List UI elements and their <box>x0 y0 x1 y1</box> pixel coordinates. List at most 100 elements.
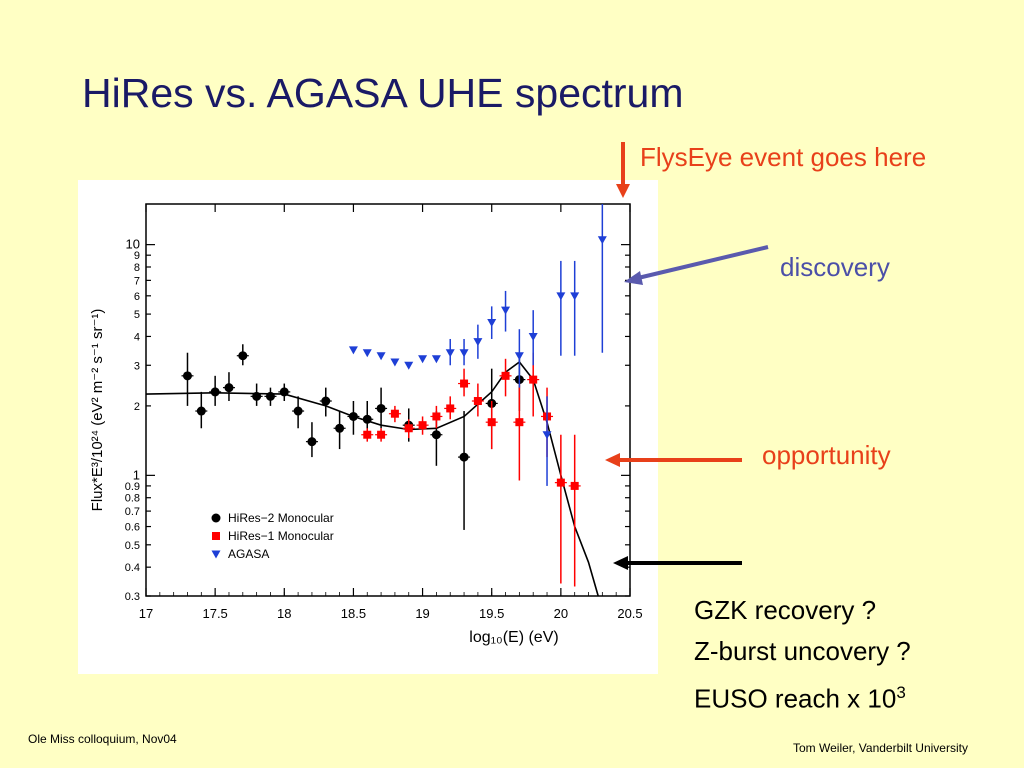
x-tick-label: 19 <box>415 606 429 621</box>
notes-block: GZK recovery ? Z-burst uncovery ? EUSO r… <box>694 590 911 720</box>
legend-label: HiRes−1 Monocular <box>228 529 334 543</box>
legend-label: AGASA <box>228 547 269 561</box>
y-tick-label: 7 <box>134 275 140 287</box>
opportunity-annotation: opportunity <box>762 440 891 470</box>
plot-frame <box>145 203 631 597</box>
slide-title: HiRes vs. AGASA UHE spectrum <box>82 70 684 116</box>
y-tick-label: 4 <box>134 331 140 343</box>
x-tick-label: 18.5 <box>341 606 366 621</box>
hires1-point <box>487 418 496 427</box>
y-axis-label: Flux*E³/10²⁴ (eV² m⁻² s⁻¹ sr⁻¹) <box>89 309 106 512</box>
x-tick-label: 20.5 <box>617 606 642 621</box>
x-tick-label: 20 <box>554 606 568 621</box>
x-tick-label: 17 <box>139 606 153 621</box>
opportunity-arrowhead <box>605 453 620 467</box>
legend-marker-hires2 <box>211 513 221 523</box>
note-euso-reach: EUSO reach x 103 <box>694 672 911 720</box>
hires2-point <box>348 411 358 421</box>
x-tick-label: 19.5 <box>479 606 504 621</box>
x-tick-label: 18 <box>277 606 291 621</box>
hires1-point <box>377 430 386 439</box>
discovery-arrowhead <box>624 271 643 285</box>
agasa-point <box>514 352 524 361</box>
hires2-point <box>335 423 345 433</box>
hires2-point <box>376 403 386 413</box>
footer-left: Ole Miss colloquium, Nov04 <box>28 732 177 746</box>
y-tick-label: 0.8 <box>125 493 140 505</box>
hires2-point <box>459 452 469 462</box>
agasa-point <box>431 355 441 364</box>
note-euso-text: EUSO reach x 10 <box>694 683 897 714</box>
hires2-point <box>224 383 234 393</box>
y-tick-label: 0.3 <box>125 591 140 603</box>
agasa-point <box>501 306 511 315</box>
hires1-point <box>418 421 427 430</box>
discovery-annotation: discovery <box>780 252 890 282</box>
y-tick-label: 0.6 <box>125 522 140 534</box>
hires1-point <box>363 430 372 439</box>
hires2-point <box>431 430 441 440</box>
y-tick-label: 9 <box>134 250 140 262</box>
hires1-point <box>515 418 524 427</box>
hires1-point <box>556 478 565 487</box>
hires1-point <box>432 412 441 421</box>
y-tick-label: 0.7 <box>125 506 140 518</box>
hires2-point <box>252 391 262 401</box>
x-axis-label: log₁₀(E) (eV) <box>469 629 558 646</box>
agasa-point <box>570 292 580 301</box>
chart-layer: 17 17.5 18 18.5 19 19.5 20 20.50.30.40.50.60.70… <box>89 203 643 646</box>
hires1-point <box>404 424 413 433</box>
hires1-point <box>473 397 482 406</box>
agasa-point <box>542 431 552 440</box>
hires1-point <box>570 481 579 490</box>
agasa-point <box>528 332 538 341</box>
agasa-point <box>348 346 358 355</box>
legend-marker-hires1 <box>212 532 220 540</box>
agasa-point <box>390 358 400 367</box>
note-z-burst: Z-burst uncovery ? <box>694 636 911 666</box>
y-tick-label: 1 <box>133 467 140 482</box>
y-tick-label: 6 <box>134 291 140 303</box>
spectrum-chart: 17 17.5 18 18.5 19 19.5 20 20.50.30.40.50.60.70… <box>89 203 643 646</box>
hires1-point <box>446 404 455 413</box>
agasa-point <box>487 318 497 327</box>
y-tick-label: 5 <box>134 309 140 321</box>
hires2-point <box>321 396 331 406</box>
discovery-arrow <box>637 245 769 280</box>
hires2-point <box>196 406 206 416</box>
hires2-point <box>210 387 220 397</box>
hires1-point <box>529 375 538 384</box>
y-tick-label: 0.4 <box>125 562 140 574</box>
y-tick-label: 0.9 <box>125 481 140 493</box>
flyseye-annotation: FlysEye event goes here <box>640 142 927 172</box>
agasa-point <box>418 355 428 364</box>
hires2-point <box>182 371 192 381</box>
hires2-point <box>293 406 303 416</box>
hires2-point <box>265 391 275 401</box>
spectrum-plot-panel: 17 17.5 18 18.5 19 19.5 20 20.5 0.3 0.4 0.5 0.6 0.7 0… <box>78 180 658 674</box>
agasa-point <box>473 338 483 347</box>
agasa-point <box>445 349 455 358</box>
hires1-point <box>460 379 469 388</box>
hires2-point <box>362 414 372 424</box>
agasa-point <box>362 349 372 358</box>
y-tick-label: 3 <box>134 360 140 372</box>
flyseye-arrowhead <box>616 184 630 198</box>
y-tick-label: 8 <box>134 262 140 274</box>
hires2-point <box>238 351 248 361</box>
gzk-arrowhead <box>613 556 628 570</box>
agasa-point <box>376 352 386 361</box>
hires2-point <box>307 437 317 447</box>
hires2-point <box>279 387 289 397</box>
hires1-point <box>390 409 399 418</box>
note-gzk-recovery: GZK recovery ? <box>694 595 877 625</box>
footer-right: Tom Weiler, Vanderbilt University <box>793 741 968 755</box>
y-tick-label: 10 <box>126 237 140 252</box>
note-euso-exponent: 3 <box>896 683 906 702</box>
legend-label: HiRes−2 Monocular <box>228 511 334 525</box>
agasa-point <box>404 361 414 370</box>
agasa-point <box>459 349 469 358</box>
x-tick-label: 17.5 <box>202 606 227 621</box>
agasa-point <box>556 292 566 301</box>
